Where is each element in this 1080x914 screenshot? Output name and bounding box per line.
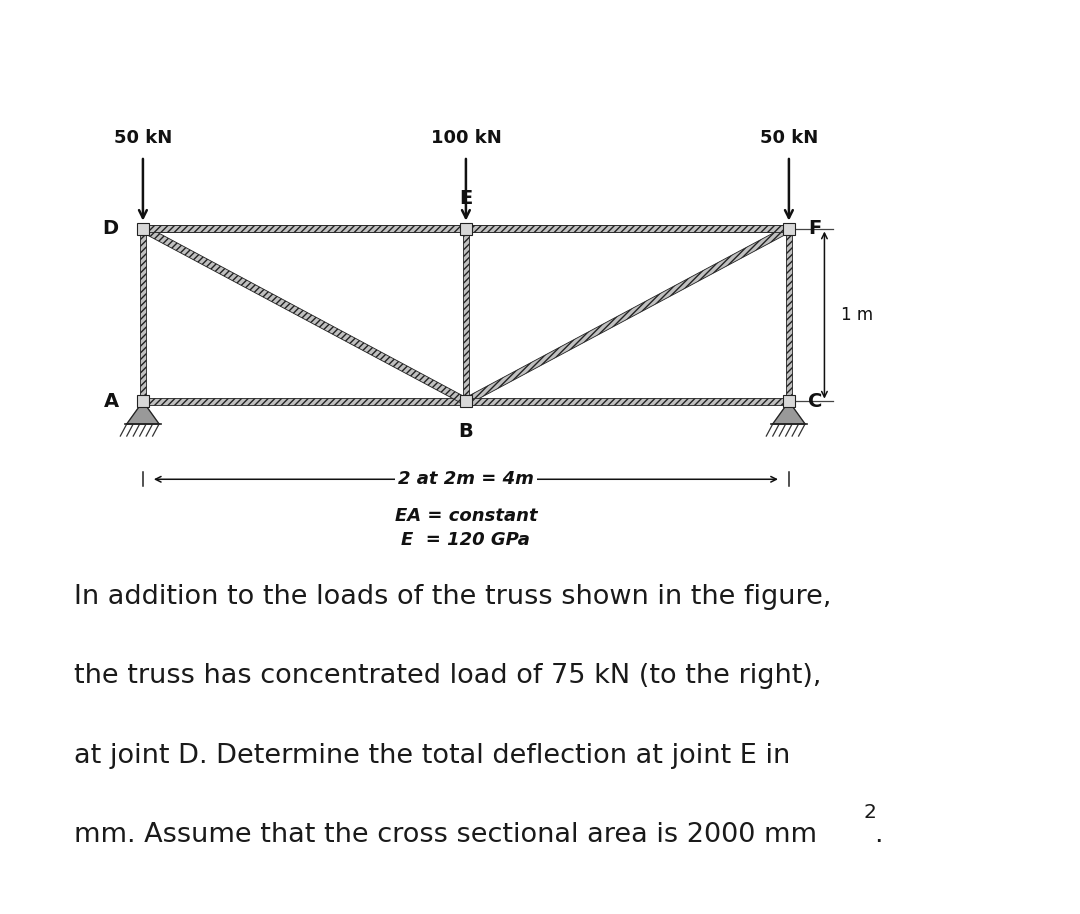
Text: E  = 120 GPa: E = 120 GPa: [402, 531, 530, 549]
Text: 2 at 2m = 4m: 2 at 2m = 4m: [397, 471, 534, 488]
Polygon shape: [141, 226, 468, 405]
Text: at joint D. Determine the total deflection at joint E in: at joint D. Determine the total deflecti…: [73, 742, 791, 769]
Text: 50 kN: 50 kN: [113, 130, 172, 147]
Text: B: B: [459, 422, 473, 441]
Text: E: E: [459, 189, 473, 207]
Text: C: C: [808, 392, 823, 411]
Text: mm. Assume that the cross sectional area is 2000 mm: mm. Assume that the cross sectional area…: [73, 822, 816, 848]
Text: .: .: [874, 822, 882, 848]
Polygon shape: [464, 226, 791, 405]
Text: 50 kN: 50 kN: [759, 130, 818, 147]
Text: D: D: [103, 219, 119, 239]
Text: 100 kN: 100 kN: [431, 130, 501, 147]
Polygon shape: [143, 225, 465, 232]
Text: 1 m: 1 m: [840, 306, 873, 324]
Polygon shape: [143, 225, 788, 232]
Polygon shape: [785, 228, 793, 401]
Text: 2: 2: [864, 803, 877, 823]
Polygon shape: [773, 401, 805, 424]
Polygon shape: [143, 398, 465, 405]
Text: A: A: [104, 392, 119, 411]
Polygon shape: [462, 228, 470, 401]
Text: F: F: [808, 219, 822, 239]
Polygon shape: [126, 401, 159, 424]
Polygon shape: [139, 228, 146, 401]
Polygon shape: [465, 398, 788, 405]
Text: EA = constant: EA = constant: [394, 507, 537, 525]
Text: the truss has concentrated load of 75 kN (to the right),: the truss has concentrated load of 75 kN…: [73, 663, 821, 689]
Polygon shape: [465, 225, 788, 232]
Text: In addition to the loads of the truss shown in the figure,: In addition to the loads of the truss sh…: [73, 584, 832, 610]
